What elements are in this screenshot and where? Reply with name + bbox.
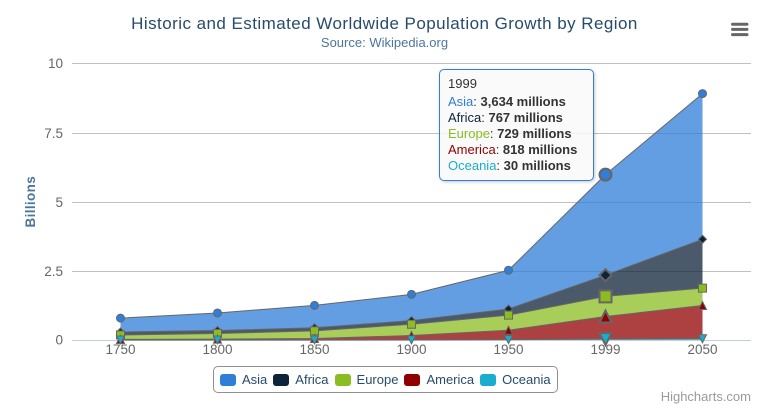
svg-text:Billions: Billions xyxy=(23,176,38,228)
svg-text:1850: 1850 xyxy=(299,342,329,357)
svg-text:7.5: 7.5 xyxy=(44,126,63,141)
svg-text:5: 5 xyxy=(55,195,63,210)
svg-text:2050: 2050 xyxy=(687,342,717,357)
svg-text:1900: 1900 xyxy=(396,342,426,357)
svg-text:1800: 1800 xyxy=(202,342,232,357)
svg-text:1950: 1950 xyxy=(493,342,523,357)
svg-text:0: 0 xyxy=(55,333,63,348)
svg-text:1999: 1999 xyxy=(590,342,620,357)
svg-text:1750: 1750 xyxy=(105,342,135,357)
svg-text:2.5: 2.5 xyxy=(44,264,63,279)
svg-text:10: 10 xyxy=(48,56,63,71)
